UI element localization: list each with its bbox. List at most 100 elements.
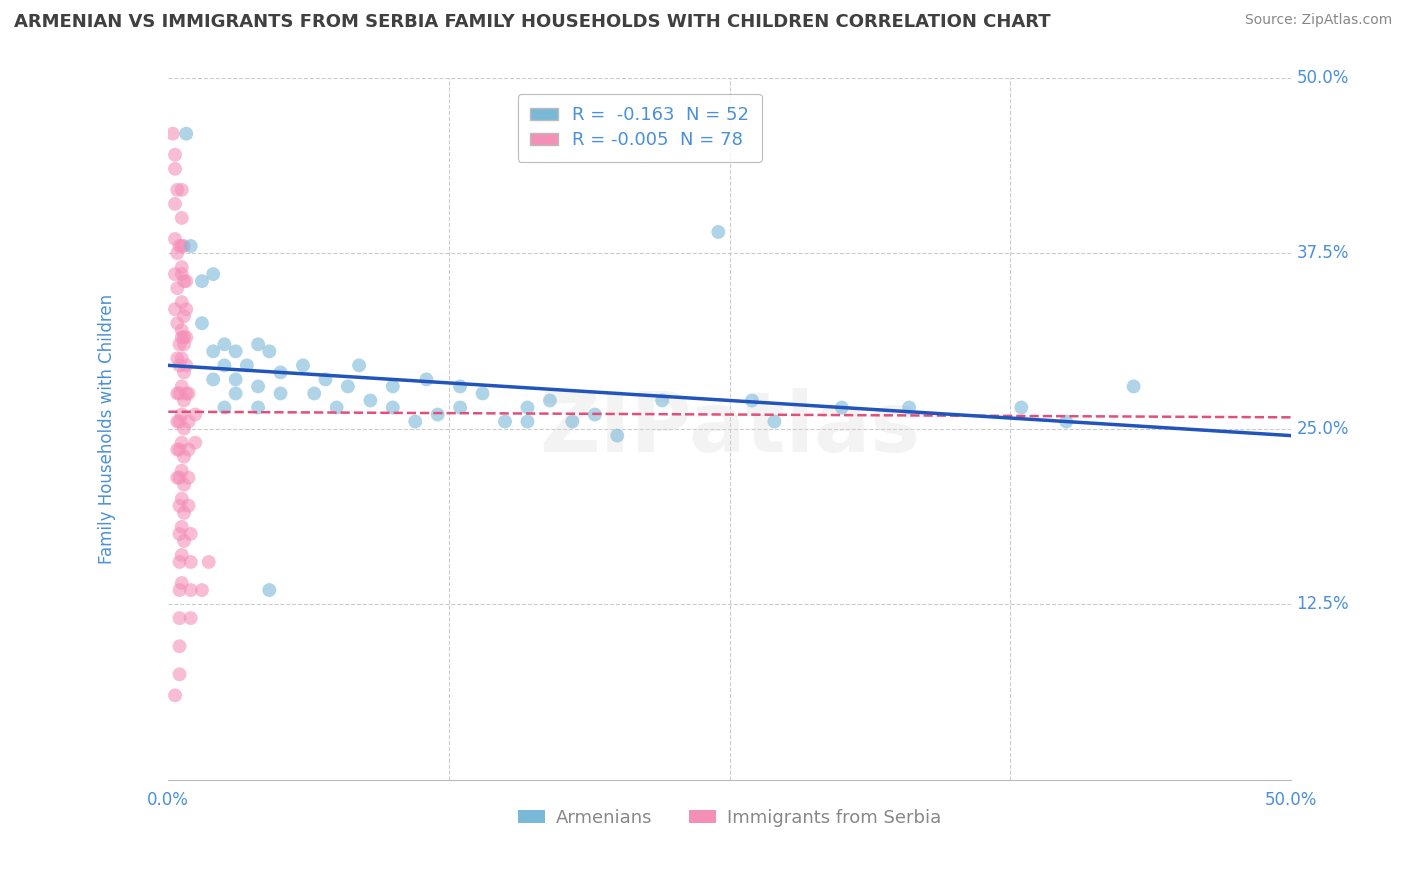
Point bbox=[174, 386, 197, 401]
Point bbox=[741, 393, 763, 408]
Point bbox=[170, 435, 193, 450]
Point bbox=[247, 401, 270, 415]
Point bbox=[163, 232, 186, 246]
Point bbox=[214, 337, 236, 351]
Point bbox=[325, 401, 347, 415]
Point bbox=[516, 415, 538, 429]
Point bbox=[898, 401, 921, 415]
Point bbox=[170, 295, 193, 310]
Point bbox=[163, 302, 186, 317]
Point bbox=[169, 471, 191, 485]
Point bbox=[494, 415, 516, 429]
Point bbox=[166, 246, 188, 260]
Point bbox=[173, 421, 195, 435]
Point bbox=[170, 491, 193, 506]
Point bbox=[184, 408, 207, 422]
Point bbox=[247, 337, 270, 351]
Point bbox=[169, 582, 191, 597]
Point bbox=[173, 310, 195, 324]
Point bbox=[831, 401, 853, 415]
Text: ZIPatlas: ZIPatlas bbox=[538, 388, 920, 469]
Point bbox=[184, 435, 207, 450]
Point bbox=[170, 351, 193, 366]
Point bbox=[169, 667, 191, 681]
Point bbox=[449, 379, 471, 393]
Point bbox=[170, 576, 193, 591]
Point bbox=[202, 267, 225, 281]
Point bbox=[173, 533, 195, 548]
Text: Source: ZipAtlas.com: Source: ZipAtlas.com bbox=[1244, 13, 1392, 28]
Point bbox=[174, 302, 197, 317]
Point bbox=[173, 330, 195, 344]
Point bbox=[170, 379, 193, 393]
Point bbox=[169, 555, 191, 569]
Point bbox=[173, 450, 195, 464]
Point bbox=[170, 520, 193, 534]
Point bbox=[180, 239, 202, 253]
Text: 37.5%: 37.5% bbox=[1296, 244, 1348, 262]
Point bbox=[202, 372, 225, 386]
Point bbox=[170, 408, 193, 422]
Point bbox=[166, 442, 188, 457]
Point bbox=[163, 147, 186, 161]
Point bbox=[191, 582, 214, 597]
Point bbox=[170, 548, 193, 562]
Text: 25.0%: 25.0% bbox=[1296, 419, 1348, 438]
Point bbox=[169, 239, 191, 253]
Point bbox=[236, 359, 259, 373]
Point bbox=[177, 442, 200, 457]
Point bbox=[259, 582, 281, 597]
Point bbox=[177, 386, 200, 401]
Point bbox=[707, 225, 730, 239]
Point bbox=[166, 386, 188, 401]
Point bbox=[174, 274, 197, 288]
Point bbox=[170, 330, 193, 344]
Point bbox=[163, 197, 186, 211]
Point bbox=[381, 379, 404, 393]
Point bbox=[173, 365, 195, 379]
Point bbox=[538, 393, 561, 408]
Point bbox=[763, 415, 786, 429]
Point bbox=[302, 386, 325, 401]
Point bbox=[169, 611, 191, 625]
Point bbox=[225, 386, 247, 401]
Point bbox=[174, 330, 197, 344]
Point bbox=[1054, 415, 1077, 429]
Point bbox=[214, 401, 236, 415]
Point bbox=[426, 408, 449, 422]
Point bbox=[177, 415, 200, 429]
Point bbox=[516, 401, 538, 415]
Point bbox=[169, 337, 191, 351]
Point bbox=[347, 359, 370, 373]
Point bbox=[166, 316, 188, 330]
Point bbox=[163, 267, 186, 281]
Point bbox=[180, 555, 202, 569]
Point bbox=[606, 428, 628, 442]
Point bbox=[359, 393, 381, 408]
Point bbox=[166, 351, 188, 366]
Text: 50.0%: 50.0% bbox=[1296, 69, 1348, 87]
Point bbox=[174, 359, 197, 373]
Point bbox=[202, 344, 225, 359]
Point bbox=[174, 127, 197, 141]
Point bbox=[166, 281, 188, 295]
Point bbox=[471, 386, 494, 401]
Point bbox=[177, 471, 200, 485]
Point bbox=[1010, 401, 1032, 415]
Point bbox=[180, 582, 202, 597]
Point bbox=[1122, 379, 1144, 393]
Point bbox=[270, 386, 292, 401]
Point bbox=[214, 359, 236, 373]
Point bbox=[651, 393, 673, 408]
Point bbox=[173, 274, 195, 288]
Point bbox=[166, 183, 188, 197]
Point bbox=[169, 386, 191, 401]
Point bbox=[170, 211, 193, 225]
Point bbox=[336, 379, 359, 393]
Point bbox=[191, 274, 214, 288]
Point bbox=[197, 555, 219, 569]
Point bbox=[259, 344, 281, 359]
Point bbox=[162, 127, 184, 141]
Point bbox=[180, 527, 202, 541]
Text: ARMENIAN VS IMMIGRANTS FROM SERBIA FAMILY HOUSEHOLDS WITH CHILDREN CORRELATION C: ARMENIAN VS IMMIGRANTS FROM SERBIA FAMIL… bbox=[14, 13, 1050, 31]
